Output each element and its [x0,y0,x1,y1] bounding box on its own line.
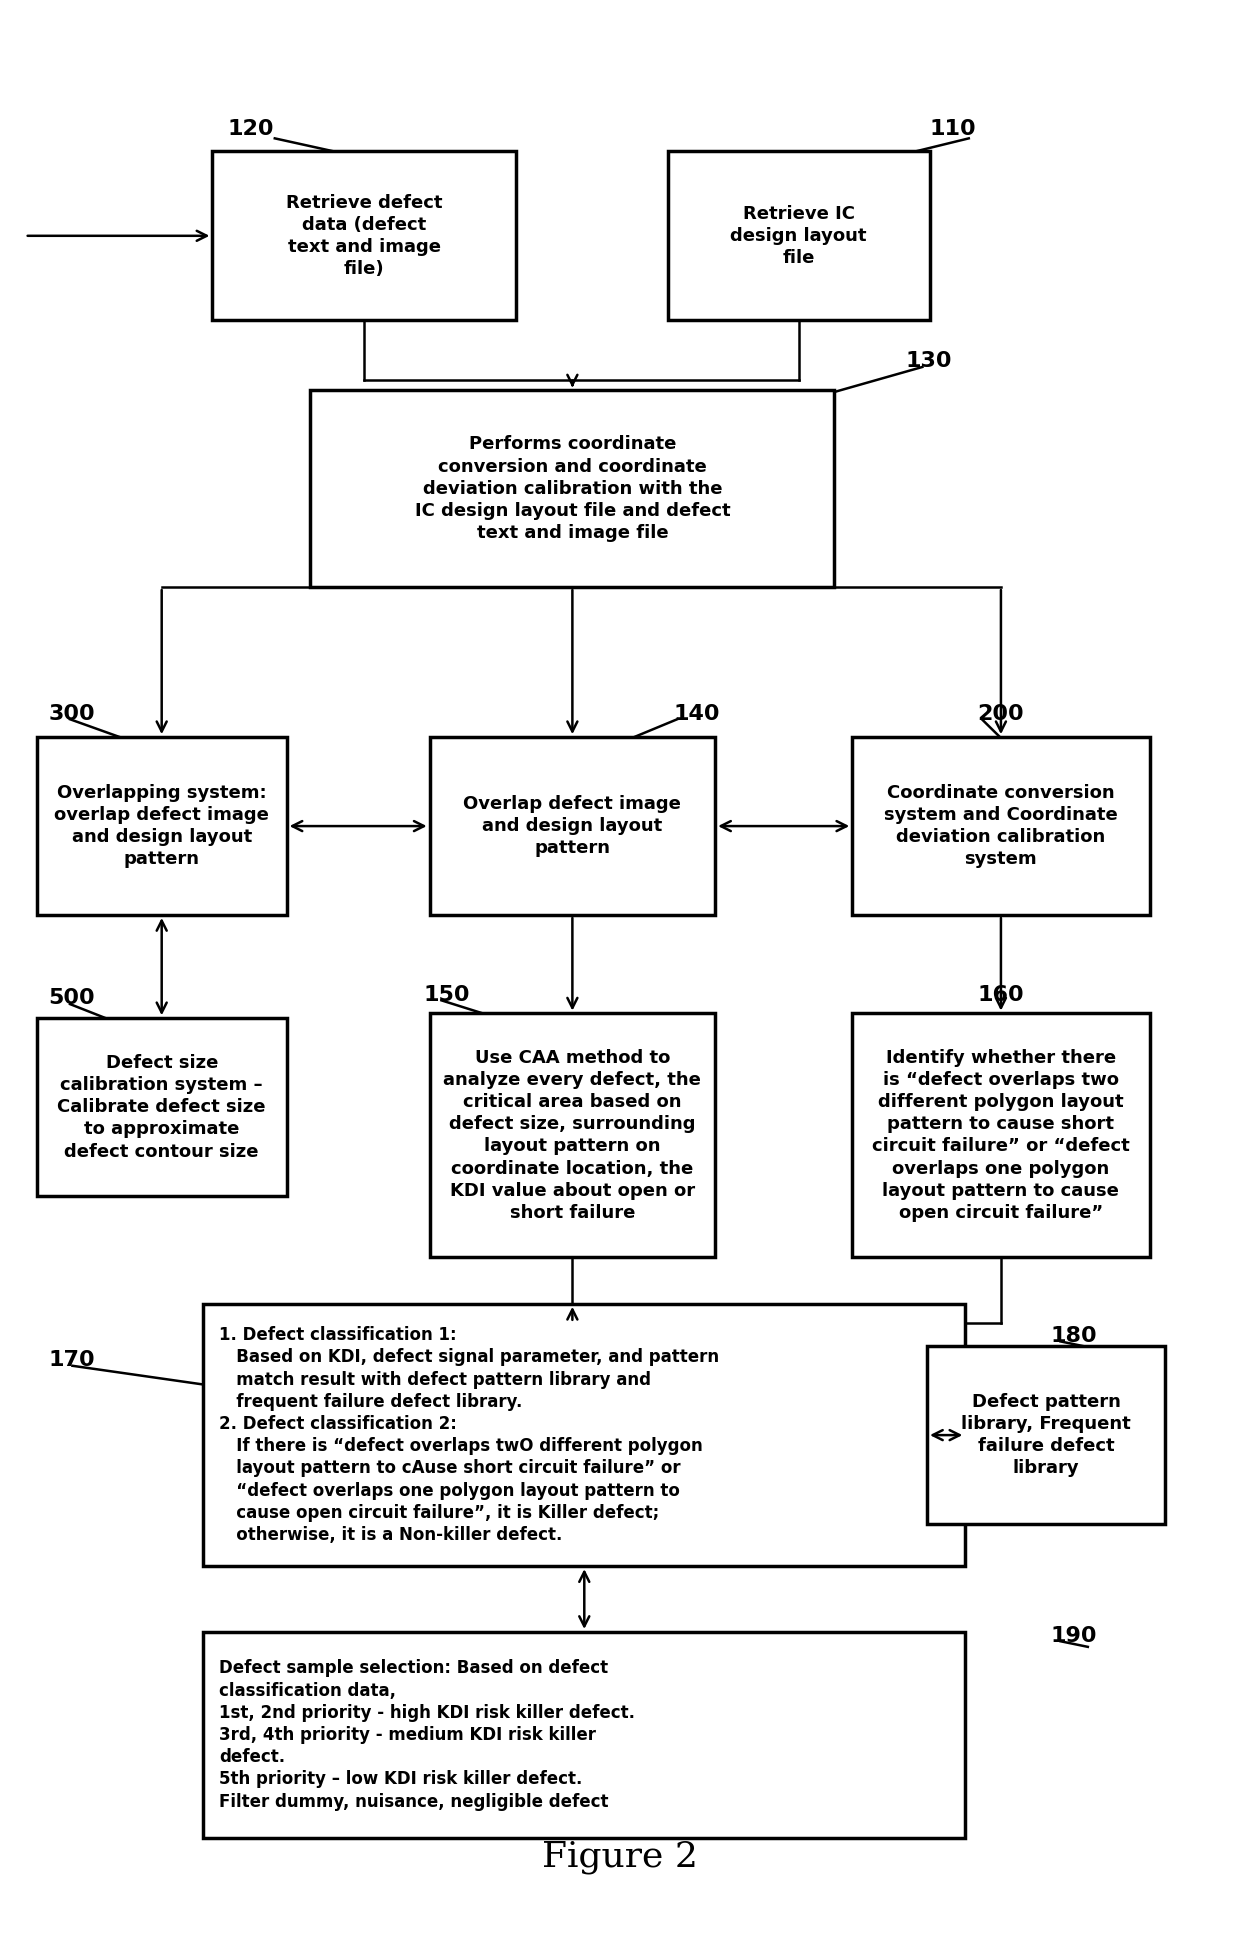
Text: Overlap defect image
and design layout
pattern: Overlap defect image and design layout p… [464,794,681,857]
Text: Defect pattern
library, Frequent
failure defect
library: Defect pattern library, Frequent failure… [961,1394,1131,1478]
Text: Coordinate conversion
system and Coordinate
deviation calibration
system: Coordinate conversion system and Coordin… [884,785,1117,869]
Text: 200: 200 [977,703,1024,724]
FancyBboxPatch shape [203,1304,965,1566]
Text: Figure 2: Figure 2 [542,1839,698,1874]
Text: 500: 500 [48,988,95,1009]
Text: Defect size
calibration system –
Calibrate defect size
to approximate
defect con: Defect size calibration system – Calibra… [57,1054,265,1161]
Text: Retrieve defect
data (defect
text and image
file): Retrieve defect data (defect text and im… [285,193,443,277]
Text: Overlapping system:
overlap defect image
and design layout
pattern: Overlapping system: overlap defect image… [55,785,269,869]
FancyBboxPatch shape [852,1013,1149,1257]
FancyBboxPatch shape [37,1019,286,1197]
Text: Defect sample selection: Based on defect
classification data,
1st, 2nd priority : Defect sample selection: Based on defect… [218,1659,635,1811]
Text: Use CAA method to
analyze every defect, the
critical area based on
defect size, : Use CAA method to analyze every defect, … [444,1048,702,1222]
FancyBboxPatch shape [667,152,930,320]
Text: Performs coordinate
conversion and coordinate
deviation calibration with the
IC : Performs coordinate conversion and coord… [414,435,730,543]
Text: 190: 190 [1052,1626,1097,1646]
Text: 170: 170 [48,1351,95,1370]
Text: 1. Defect classification 1:
   Based on KDI, defect signal parameter, and patter: 1. Defect classification 1: Based on KDI… [218,1325,719,1544]
FancyBboxPatch shape [212,152,516,320]
FancyBboxPatch shape [429,1013,715,1257]
Text: Identify whether there
is “defect overlaps two
different polygon layout
pattern : Identify whether there is “defect overla… [872,1048,1130,1222]
Text: 180: 180 [1052,1325,1097,1345]
Text: 150: 150 [424,984,470,1005]
FancyBboxPatch shape [928,1347,1166,1525]
Text: 130: 130 [905,351,952,371]
Text: 120: 120 [227,119,274,139]
Text: 110: 110 [930,119,976,139]
Text: 160: 160 [977,984,1024,1005]
Text: 140: 140 [673,703,720,724]
Text: Retrieve IC
design layout
file: Retrieve IC design layout file [730,205,867,267]
Text: 300: 300 [48,703,95,724]
FancyBboxPatch shape [203,1632,965,1839]
FancyBboxPatch shape [37,738,286,915]
FancyBboxPatch shape [429,738,715,915]
FancyBboxPatch shape [852,738,1149,915]
FancyBboxPatch shape [310,390,835,588]
